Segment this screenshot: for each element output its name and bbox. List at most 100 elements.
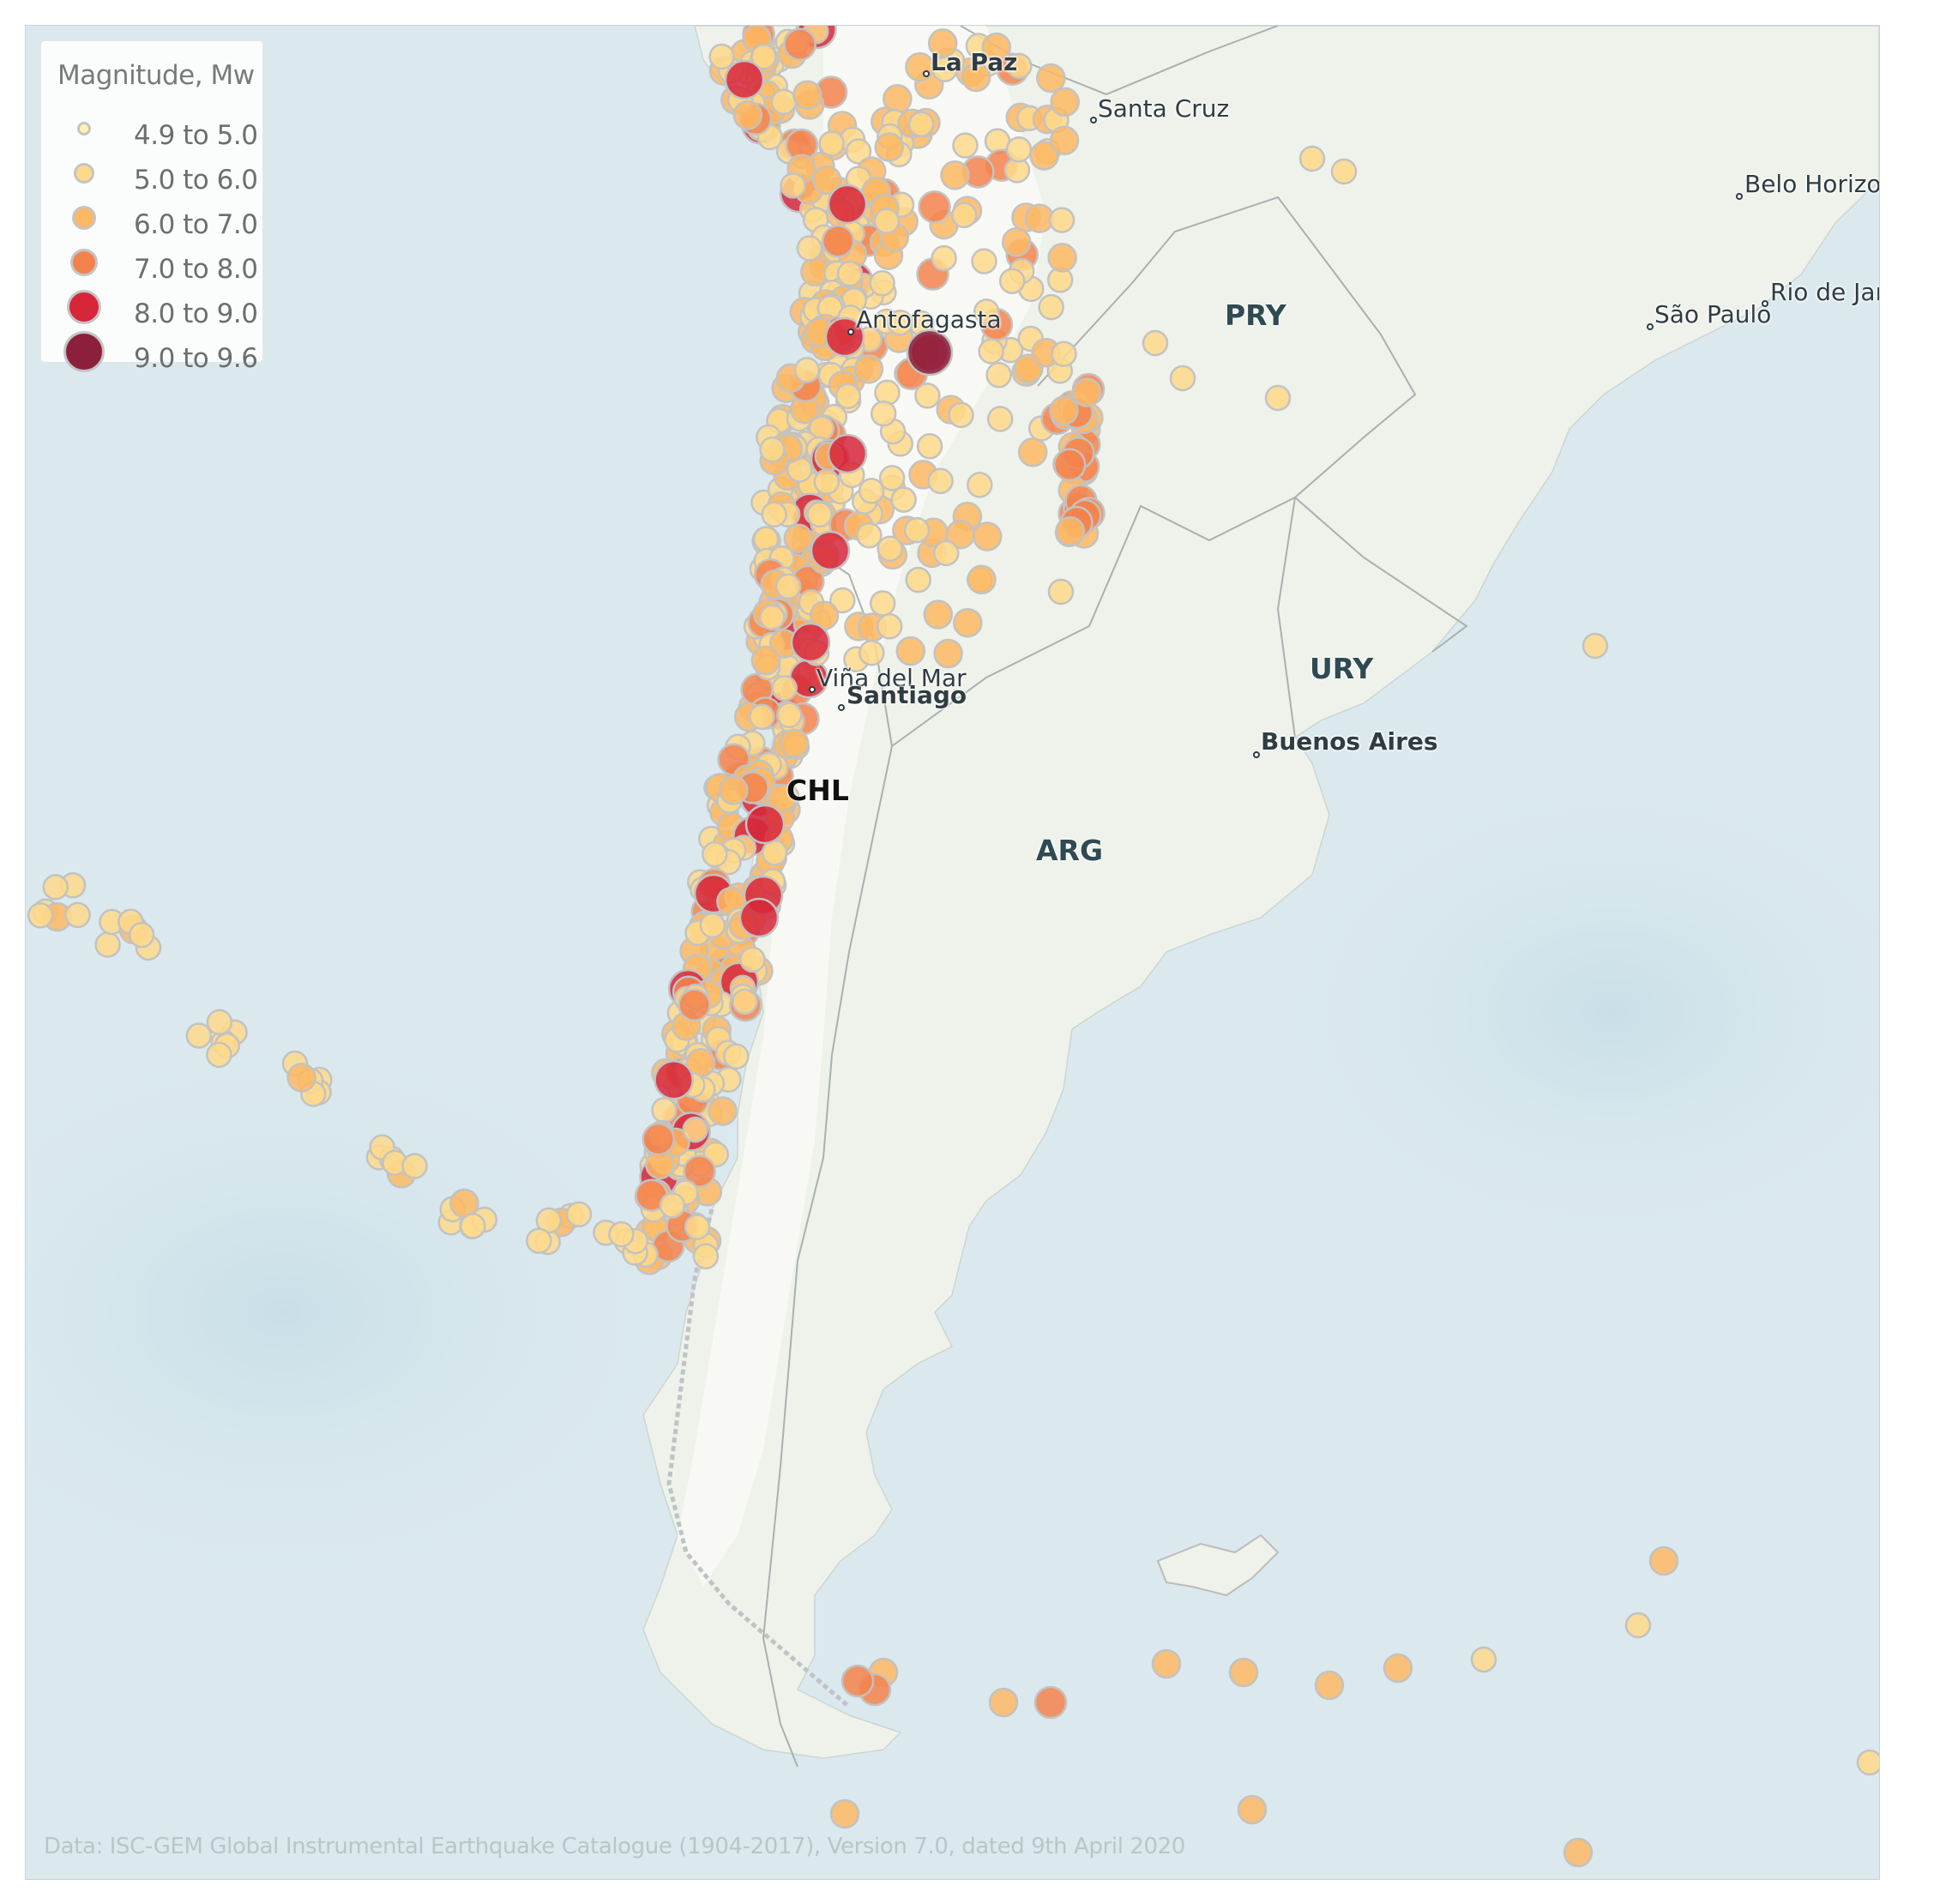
earthquake-point <box>931 56 958 82</box>
earthquake-point <box>859 639 885 666</box>
earthquake-point <box>1006 52 1033 80</box>
earthquake-point <box>903 516 931 544</box>
earthquake-point <box>1563 1837 1594 1868</box>
earthquake-point <box>824 316 865 358</box>
earthquake-point <box>608 1220 635 1248</box>
earthquake-point <box>810 530 851 571</box>
city-marker-antofagasta <box>847 328 854 335</box>
earthquake-point <box>774 573 802 600</box>
earthquake-point <box>1264 384 1292 412</box>
earthquake-point <box>460 1213 486 1239</box>
legend-entry-6: 9.0 to 9.6 <box>41 331 262 381</box>
earthquake-point <box>708 1096 738 1126</box>
city-marker-sao-paulo <box>1647 323 1654 330</box>
earthquake-point <box>858 478 885 504</box>
earthquake-point <box>971 248 997 274</box>
earthquake-point <box>683 1154 716 1188</box>
earthquake-point <box>1001 227 1032 257</box>
city-marker-rio <box>1762 300 1768 307</box>
earthquake-point <box>790 622 831 663</box>
earthquake-point <box>793 357 821 383</box>
earthquake-point <box>905 51 935 82</box>
earthquake-point <box>918 190 951 224</box>
earthquake-point <box>1330 158 1358 185</box>
earthquake-point <box>836 260 864 287</box>
earthquake-point <box>732 100 763 130</box>
earthquake-point <box>678 988 711 1021</box>
earthquake-point <box>1005 136 1033 163</box>
earthquake-point <box>1047 243 1077 273</box>
magnitude-legend: Magnitude, Mw 4.9 to 5.0 5.0 to 6.0 6.0 … <box>41 41 262 374</box>
earthquake-point <box>401 1153 428 1179</box>
earthquake-point <box>771 675 798 702</box>
city-marker-vina <box>809 686 816 693</box>
map-frame[interactable]: Magnitude, Mw 4.9 to 5.0 5.0 to 6.0 6.0 … <box>25 25 1880 1880</box>
earthquake-point <box>783 523 814 553</box>
earthquake-point <box>940 160 970 190</box>
earthquake-point <box>916 433 943 460</box>
earthquake-point <box>744 804 786 845</box>
city-label-la-paz: La Paz <box>931 48 1018 76</box>
city-label-rio: Rio de Janeiro <box>1770 278 1879 306</box>
earthquake-point <box>1033 1685 1068 1720</box>
earthquake-point <box>869 590 896 617</box>
earthquake-point <box>684 1214 711 1240</box>
earthquake-point <box>759 436 786 463</box>
earthquake-point <box>1228 1657 1259 1688</box>
legend-symbol <box>63 331 105 372</box>
earthquake-point <box>806 501 833 528</box>
city-label-buenos-aires: Buenos Aires <box>1261 727 1438 756</box>
country-label-pry: PRY <box>1225 298 1286 332</box>
earthquake-point <box>1581 632 1609 660</box>
earthquake-point <box>27 902 54 929</box>
city-marker-santa-cruz <box>1090 117 1097 124</box>
earthquake-point <box>699 912 726 939</box>
earthquake-point <box>206 1041 232 1069</box>
earthquake-point <box>981 32 1012 63</box>
city-label-belo-horizonte: Belo Horizonte <box>1744 170 1880 198</box>
earthquake-point <box>927 467 954 495</box>
legend-entry-3: 6.0 to 7.0 <box>41 202 262 247</box>
legend-entry-2: 5.0 to 6.0 <box>41 158 262 202</box>
earthquake-point <box>761 839 788 866</box>
country-label-chl: CHL <box>786 774 849 807</box>
earthquake-point <box>967 564 997 595</box>
earthquake-point <box>1055 515 1086 546</box>
earthquake-point <box>1050 87 1080 117</box>
earthquake-point <box>813 468 840 496</box>
fjords <box>666 1208 851 1708</box>
earthquake-points <box>27 26 1879 1868</box>
ocean-basin-west <box>26 1012 712 1612</box>
earthquake-point <box>42 874 69 901</box>
earthquake-point <box>719 775 749 805</box>
earthquake-point <box>818 130 845 157</box>
city-label-vina: Viña del Mar <box>816 664 967 692</box>
city-marker-la-paz <box>923 70 930 77</box>
earthquake-point <box>206 1009 233 1036</box>
earthquake-point <box>873 208 901 235</box>
ocean-basin <box>1252 755 1879 1269</box>
earthquake-point <box>973 298 1000 325</box>
earthquake-point <box>972 521 1003 551</box>
earthquake-point <box>723 1043 750 1069</box>
map-canvas[interactable] <box>26 26 1879 1879</box>
earthquake-point <box>565 1201 593 1228</box>
earthquake-point <box>827 433 868 474</box>
earthquake-point <box>654 1059 694 1100</box>
earthquake-point <box>905 566 931 593</box>
earthquake-point <box>933 638 963 669</box>
earthquake-point <box>651 1097 678 1124</box>
legend-title: Magnitude, Mw <box>57 60 255 91</box>
earthquake-point <box>776 702 803 729</box>
legend-symbol <box>70 249 98 276</box>
earthquake-point <box>827 184 868 225</box>
earthquake-point <box>829 587 856 614</box>
earthquake-point <box>1648 1545 1679 1576</box>
city-label-santiago: Santiago <box>846 681 967 709</box>
earthquake-point <box>1151 1648 1182 1679</box>
earthquake-point <box>1048 207 1075 233</box>
earthquake-point <box>914 383 941 409</box>
earthquake-point <box>708 43 735 70</box>
earthquake-point <box>1237 1794 1268 1825</box>
earthquake-point <box>821 225 855 258</box>
